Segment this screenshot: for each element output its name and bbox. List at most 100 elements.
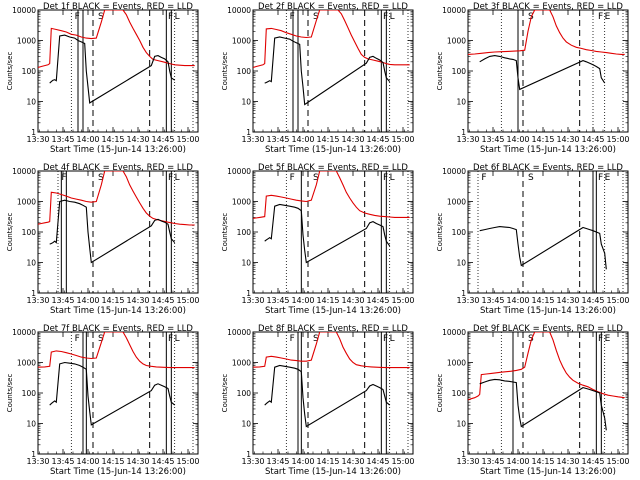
x-tick-label: 14:15: [316, 135, 339, 144]
y-tick-label: 1: [246, 128, 251, 137]
x-tick-label: 14:45: [366, 457, 389, 466]
y-tick-label: 10000: [12, 6, 36, 15]
y-tick-label: 1: [31, 289, 36, 298]
x-axis-label: Start Time (15-Jun-14 13:26:00): [265, 306, 401, 316]
panel-title: Det 1f BLACK = Events, RED = LLD: [43, 2, 193, 12]
series-events-line: [264, 36, 391, 106]
panel-title: Det 4f BLACK = Events, RED = LLD: [43, 163, 193, 173]
x-tick-label: 14:30: [126, 457, 149, 466]
x-tick-label: 14:45: [151, 457, 174, 466]
region-label: S: [313, 12, 319, 22]
x-tick-label: 13:45: [481, 296, 504, 305]
x-tick-label: 14:15: [531, 135, 554, 144]
y-tick-label: 100: [22, 67, 37, 76]
region-label: F: [383, 12, 388, 22]
x-tick-label: 14:15: [316, 457, 339, 466]
region-label: L: [390, 173, 395, 183]
region-label: F: [75, 334, 80, 344]
series-events-line: [264, 364, 391, 428]
region-label: S: [313, 334, 319, 344]
panel-title: Det 8f BLACK = Events, RED = LLD: [258, 324, 408, 334]
y-tick-label: 1000: [232, 359, 251, 368]
y-axis-label: Counts/sec: [436, 374, 444, 413]
x-tick-label: 14:45: [581, 296, 604, 305]
x-tick-label: 13:45: [266, 135, 289, 144]
series-events-line: [479, 226, 607, 270]
y-tick-label: 100: [452, 228, 467, 237]
region-label: F: [290, 334, 295, 344]
plot-frame: [467, 331, 629, 455]
plot-frame: [37, 331, 199, 455]
region-label: F: [75, 12, 80, 22]
x-tick-label: 13:30: [456, 135, 479, 144]
x-tick-label: 14:00: [76, 135, 99, 144]
plot-frame: [252, 331, 414, 455]
y-tick-label: 1: [246, 450, 251, 459]
y-axis-label: Counts/sec: [436, 213, 444, 252]
y-tick-label: 10000: [442, 167, 466, 176]
y-axis-label: Counts/sec: [6, 374, 14, 413]
x-tick-label: 14:30: [341, 457, 364, 466]
x-axis-label: Start Time (15-Jun-14 13:26:00): [265, 467, 401, 477]
x-tick-label: 13:30: [456, 296, 479, 305]
x-tick-label: 14:30: [556, 457, 579, 466]
x-tick-label: 13:45: [51, 135, 74, 144]
series-lld-line: [468, 10, 625, 55]
y-tick-label: 10: [456, 98, 466, 107]
y-tick-label: 1000: [17, 359, 36, 368]
y-tick-label: 1000: [447, 37, 466, 46]
y-tick-label: 10000: [12, 167, 36, 176]
series-events-line: [264, 203, 391, 264]
x-tick-label: 14:00: [506, 457, 529, 466]
x-tick-label: 14:15: [531, 457, 554, 466]
panel-title: Det 6f BLACK = Events, RED = LLD: [473, 163, 623, 173]
x-tick-label: 14:30: [556, 296, 579, 305]
region-label: F: [168, 173, 173, 183]
x-tick-label: 14:00: [291, 135, 314, 144]
y-tick-label: 10000: [12, 328, 36, 337]
plot-frame: [37, 170, 199, 294]
y-tick-label: 1: [461, 128, 466, 137]
region-label: F: [168, 12, 173, 22]
y-tick-label: 100: [237, 67, 252, 76]
x-tick-label: 14:45: [581, 457, 604, 466]
region-label: S: [98, 12, 104, 22]
y-tick-label: 10000: [227, 328, 251, 337]
y-axis-label: Counts/sec: [221, 374, 229, 413]
y-tick-label: 100: [452, 67, 467, 76]
x-tick-label: 13:30: [26, 296, 49, 305]
series-events-line: [479, 378, 607, 431]
series-events-line: [479, 55, 606, 91]
region-label: S: [528, 173, 534, 183]
x-tick-label: 15:00: [391, 135, 414, 144]
y-tick-label: 10: [241, 98, 251, 107]
y-tick-label: 1000: [17, 198, 36, 207]
panel-title: Det 3f BLACK = Events, RED = LLD: [473, 2, 623, 12]
panel-title: Det 7f BLACK = Events, RED = LLD: [43, 324, 193, 334]
y-tick-label: 10: [26, 420, 36, 429]
region-label: L: [175, 173, 180, 183]
y-tick-label: 1000: [232, 198, 251, 207]
x-tick-label: 13:45: [266, 296, 289, 305]
x-tick-label: 14:30: [556, 135, 579, 144]
region-label: F: [61, 173, 66, 183]
y-tick-label: 10000: [442, 6, 466, 15]
panel-title: Det 2f BLACK = Events, RED = LLD: [258, 2, 408, 12]
y-tick-label: 10: [456, 420, 466, 429]
region-label: L: [175, 334, 180, 344]
x-tick-label: 14:45: [366, 296, 389, 305]
y-axis-label: Counts/sec: [6, 52, 14, 91]
y-tick-label: 10: [26, 259, 36, 268]
y-tick-label: 1000: [17, 37, 36, 46]
region-label: E: [605, 173, 611, 183]
x-tick-label: 13:30: [26, 457, 49, 466]
y-tick-label: 100: [22, 389, 37, 398]
region-label: S: [98, 173, 104, 183]
y-tick-label: 100: [237, 389, 252, 398]
x-tick-label: 13:45: [51, 296, 74, 305]
region-label: F: [481, 173, 486, 183]
x-tick-label: 15:00: [176, 135, 199, 144]
